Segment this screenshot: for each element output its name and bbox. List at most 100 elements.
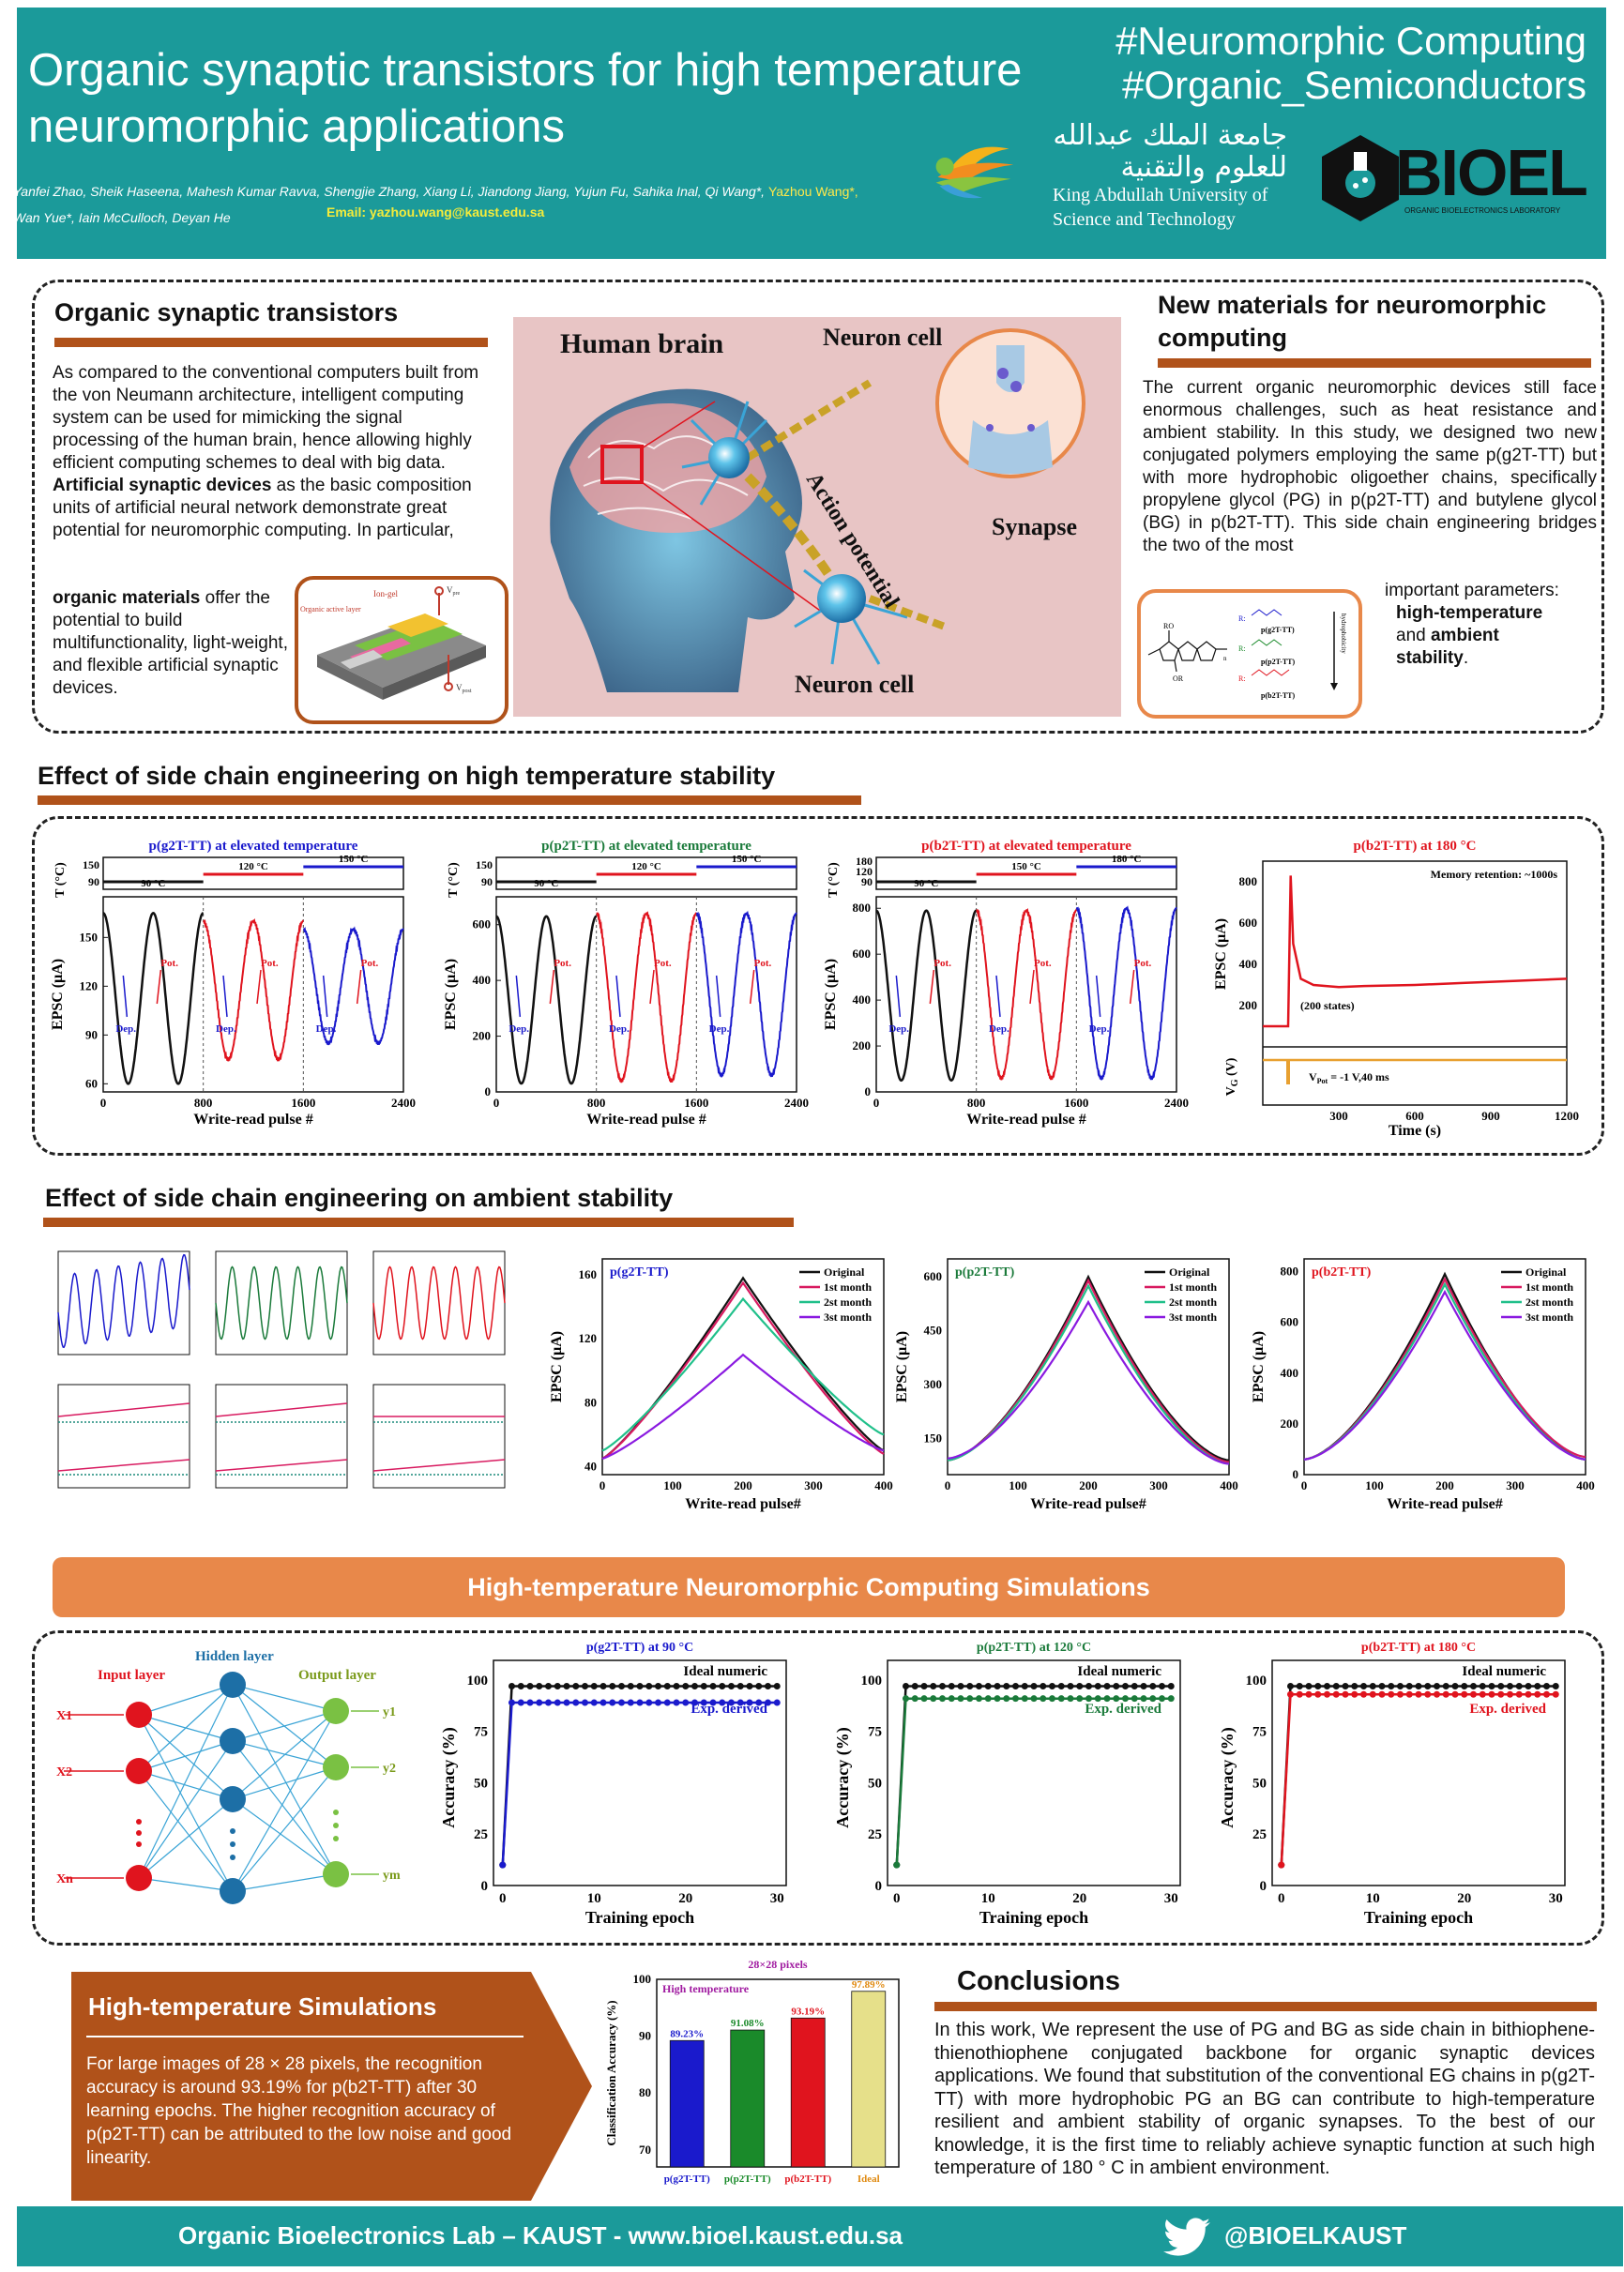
series-point xyxy=(1507,1690,1513,1698)
ellipsis-dot xyxy=(136,1830,142,1836)
output-node xyxy=(323,1698,349,1724)
series-point xyxy=(1332,1690,1340,1698)
nn-edge xyxy=(138,1740,234,1879)
intro-left-rule xyxy=(54,338,488,347)
input-node xyxy=(126,1865,152,1891)
nn-edge xyxy=(232,1710,337,1892)
email[interactable]: Email: yazhou.wang@kaust.edu.sa xyxy=(326,204,545,220)
hidden-node xyxy=(220,1672,246,1698)
bar-0 xyxy=(669,2039,705,2168)
temp-tick: 150 xyxy=(476,858,493,871)
chart-title: p(b2T-TT) xyxy=(1312,1265,1372,1280)
series-point xyxy=(1360,1683,1367,1690)
chart-title: p(b2T-TT) at 180 °C xyxy=(1354,839,1477,854)
series-point xyxy=(600,1699,607,1706)
brain-label: Human brain xyxy=(560,328,724,359)
temp-label-1: 150 °C xyxy=(1011,861,1041,872)
series-point xyxy=(1507,1683,1513,1690)
title-line-2: neuromorphic applications xyxy=(28,101,565,152)
ellipsis-dot xyxy=(333,1836,339,1841)
chart-g2tt-temperature: p(g2T-TT) at elevated temperature 90 °C 12… xyxy=(50,839,416,1128)
series-point xyxy=(673,1683,680,1690)
sim-arrow-shape xyxy=(71,1972,592,2201)
series-point xyxy=(1057,1683,1065,1690)
series-point xyxy=(618,1683,625,1690)
chart-b2tt-retention: p(b2T-TT) at 180 °C 200 400 600 800 300 600 900… xyxy=(1213,839,1579,1139)
x-tick-label: 400 xyxy=(874,1478,893,1492)
x-tick-label: 20 xyxy=(1457,1891,1471,1906)
temp-label-2: 150 °C xyxy=(732,854,762,865)
series-point xyxy=(930,1683,937,1690)
intro-bold-1: Artificial synaptic devices xyxy=(53,476,272,495)
series-point xyxy=(903,1695,909,1703)
series-point xyxy=(1388,1683,1395,1690)
x-tick-label: 600 xyxy=(1405,1109,1424,1123)
footer-lab-link[interactable]: Organic Bioelectronics Lab – KAUST - www… xyxy=(178,2221,903,2249)
y-tick-label: 200 xyxy=(1281,1416,1299,1431)
x-tick-label: 800 xyxy=(967,1096,986,1110)
footer-twitter-handle[interactable]: @BIOELKAUST xyxy=(1224,2221,1407,2249)
pot-label: Pot. xyxy=(754,958,772,969)
input-node xyxy=(126,1758,152,1784)
series-point xyxy=(1534,1690,1541,1698)
series-point xyxy=(920,1695,928,1703)
legend-label: 3st month xyxy=(824,1310,872,1324)
series-point xyxy=(920,1683,928,1690)
series-point xyxy=(765,1699,771,1706)
pot-label: Pot. xyxy=(933,958,951,969)
series-point xyxy=(691,1699,698,1706)
device-label-vpost: Vpost xyxy=(456,683,472,694)
chart-g2tt-accuracy: p(g2T-TT) at 90 °C 0 10 20 30 0 25 50 75 100 Train… xyxy=(439,1641,787,1927)
nn-edge xyxy=(232,1710,337,1742)
pot-label: Pot. xyxy=(654,958,672,969)
temp-tick: 90 xyxy=(88,875,99,888)
y-tick-label: 0 xyxy=(485,1084,492,1098)
hashtag-1: #Neuromorphic Computing xyxy=(1116,19,1586,63)
series-point xyxy=(1488,1683,1495,1690)
y-tick-label: 75 xyxy=(1252,1725,1267,1740)
legend-exp: Exp. derived xyxy=(1469,1702,1546,1717)
y-axis-label: Accuracy (%) xyxy=(1218,1727,1237,1827)
series-point xyxy=(709,1699,717,1706)
temp-tick: 120 xyxy=(856,865,873,878)
nn-edge xyxy=(138,1684,234,1772)
series-point xyxy=(976,1683,982,1690)
temp-axis-box xyxy=(495,856,797,890)
series-point xyxy=(1122,1683,1129,1690)
series-point xyxy=(682,1699,690,1706)
section2-rule xyxy=(38,795,861,805)
sim-title-box: High-temperature Simulations xyxy=(88,1992,463,2030)
series-point xyxy=(1287,1683,1294,1690)
chemical-structure-inset: RO OR n R: R: R: p(g2T-TT) p(p2T-TT) p(b2… xyxy=(1137,589,1362,719)
dep-arrow xyxy=(615,975,621,1018)
series-point xyxy=(545,1683,552,1690)
plot-frame xyxy=(1262,860,1568,1106)
legend-label: 3st month xyxy=(1525,1310,1573,1324)
series-point xyxy=(1415,1690,1422,1698)
x-tick-label: 800 xyxy=(194,1096,213,1110)
series-point xyxy=(1287,1690,1294,1698)
series-point xyxy=(1140,1695,1147,1703)
series-point xyxy=(1030,1683,1038,1690)
series-point xyxy=(1159,1683,1165,1690)
series-point xyxy=(655,1699,661,1706)
series-point xyxy=(1434,1683,1440,1690)
plot-frame xyxy=(493,1659,787,1886)
y-tick-label: 40 xyxy=(584,1459,597,1473)
x-tick-label: 100 xyxy=(663,1478,682,1492)
series-point xyxy=(1122,1695,1129,1703)
series-point xyxy=(736,1683,744,1690)
footer-banner xyxy=(17,2206,1623,2266)
series-point xyxy=(517,1699,524,1706)
section2-title: Effect of side chain engineering on high… xyxy=(38,762,776,790)
series-point xyxy=(966,1683,974,1690)
x-axis-label: Write-read pulse # xyxy=(586,1112,706,1128)
chem-label-b2tt: p(b2T-TT) xyxy=(1261,691,1296,700)
y-tick-label: 800 xyxy=(1239,874,1258,888)
series-point xyxy=(1461,1683,1468,1690)
series-point xyxy=(1012,1695,1019,1703)
twitter-bird-icon[interactable] xyxy=(1163,2218,1210,2257)
y-tick-label: 70 xyxy=(639,2143,651,2157)
legend-ideal: Ideal numeric xyxy=(1462,1664,1546,1679)
nn-edge xyxy=(138,1684,234,1716)
